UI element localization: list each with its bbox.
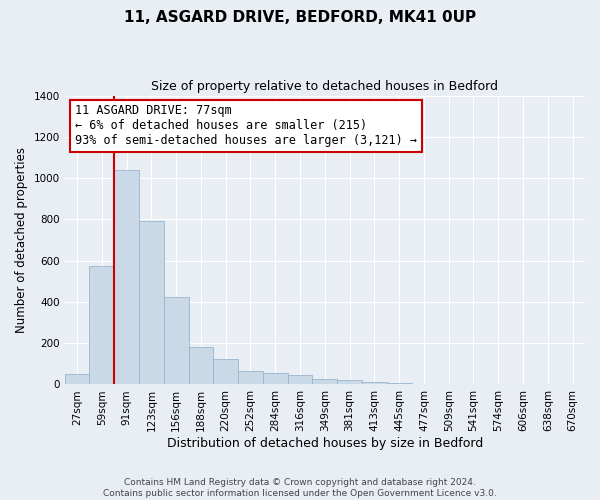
Bar xyxy=(164,297,188,384)
Bar xyxy=(188,348,214,385)
Bar xyxy=(65,374,89,384)
Text: Contains HM Land Registry data © Crown copyright and database right 2024.
Contai: Contains HM Land Registry data © Crown c… xyxy=(103,478,497,498)
Bar xyxy=(238,371,263,384)
Text: 11 ASGARD DRIVE: 77sqm
← 6% of detached houses are smaller (215)
93% of semi-det: 11 ASGARD DRIVE: 77sqm ← 6% of detached … xyxy=(75,104,417,147)
Bar xyxy=(313,380,337,384)
Bar xyxy=(362,382,387,384)
Title: Size of property relative to detached houses in Bedford: Size of property relative to detached ho… xyxy=(151,80,499,93)
Bar xyxy=(337,380,362,384)
Bar xyxy=(114,170,139,384)
Bar xyxy=(214,358,238,384)
Bar xyxy=(263,373,287,384)
X-axis label: Distribution of detached houses by size in Bedford: Distribution of detached houses by size … xyxy=(167,437,483,450)
Y-axis label: Number of detached properties: Number of detached properties xyxy=(15,147,28,333)
Bar xyxy=(139,222,164,384)
Text: 11, ASGARD DRIVE, BEDFORD, MK41 0UP: 11, ASGARD DRIVE, BEDFORD, MK41 0UP xyxy=(124,10,476,25)
Bar xyxy=(287,374,313,384)
Bar xyxy=(89,266,114,384)
